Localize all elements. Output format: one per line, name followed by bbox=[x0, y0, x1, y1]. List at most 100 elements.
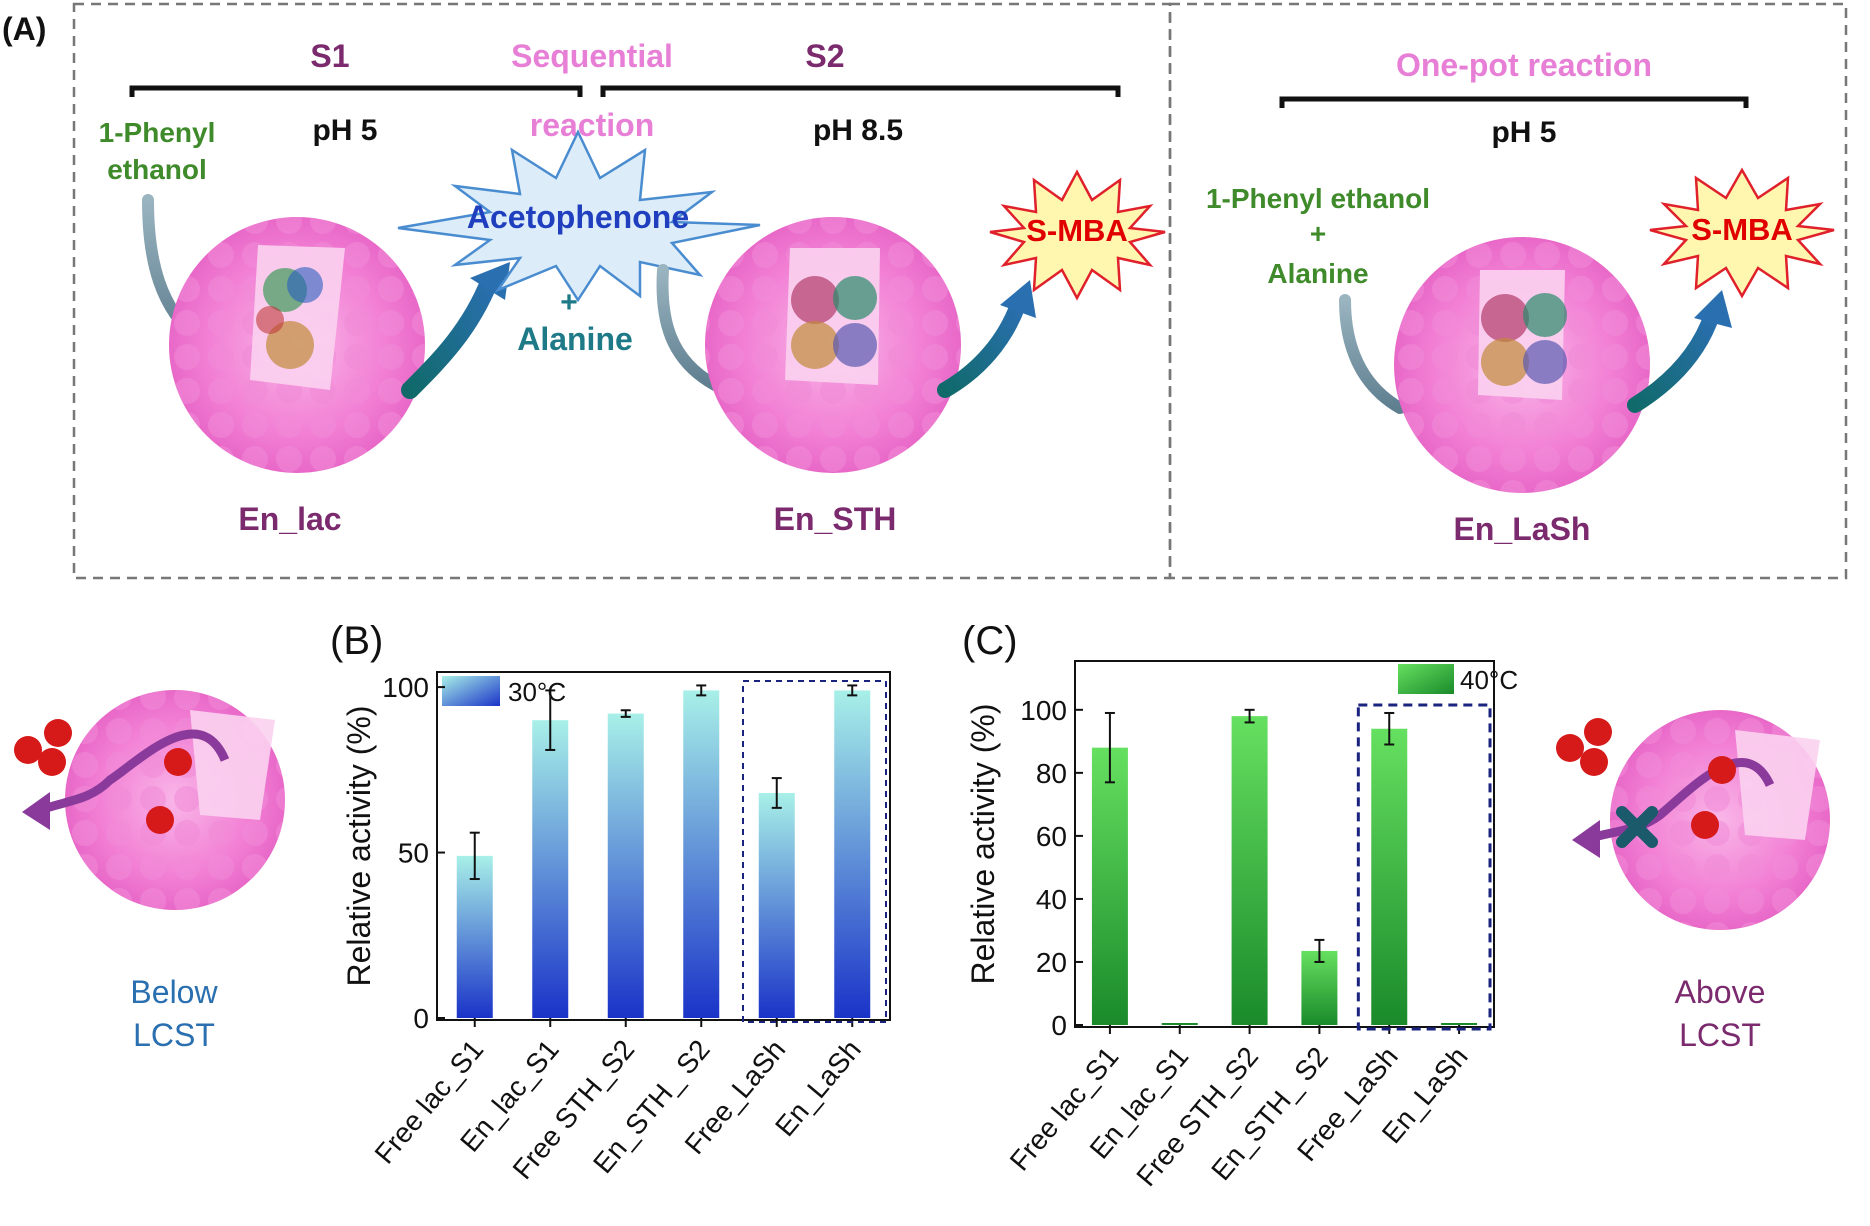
error-bar bbox=[1104, 711, 1115, 784]
y-tick-label: 80 bbox=[1036, 758, 1067, 789]
bar-en-lac-s1 bbox=[532, 720, 569, 1018]
panel-a-right-box bbox=[1168, 2, 1848, 580]
onepot-label: One-pot reaction bbox=[1396, 47, 1652, 83]
error-bar bbox=[1384, 711, 1395, 746]
y-tick-label: 0 bbox=[1051, 1010, 1067, 1041]
onepot-substrate-label: 1-Phenyl ethanol bbox=[1206, 183, 1430, 214]
product-arrowhead-3 bbox=[1694, 290, 1732, 328]
molecule-dot bbox=[14, 736, 42, 764]
error-bar bbox=[545, 689, 556, 751]
chart-c-ylabel: Relative activity (%) bbox=[965, 704, 1001, 985]
bar-en-sth-s2 bbox=[1301, 950, 1338, 1025]
sequential-label: Sequential bbox=[511, 38, 673, 74]
bar-en-lash bbox=[834, 690, 871, 1018]
phenyl-ethanol-line2: ethanol bbox=[107, 154, 207, 185]
smba-burst-2 bbox=[1649, 167, 1835, 299]
nanoparticle-en-sth bbox=[705, 217, 961, 473]
molecule-dot bbox=[1691, 811, 1719, 839]
blocked-arrow bbox=[1588, 758, 1775, 843]
error-bar bbox=[771, 777, 782, 809]
nanoparticle-en-lash bbox=[1394, 237, 1650, 493]
plus-label: + bbox=[560, 286, 578, 319]
chart-c-highlight-box bbox=[1356, 703, 1492, 1031]
chart-b-ylabel: Relative activity (%) bbox=[341, 706, 377, 987]
above-lcst-line2: LCST bbox=[1679, 1017, 1761, 1053]
smba-burst-1 bbox=[989, 169, 1166, 301]
y-tick-label: 100 bbox=[382, 672, 429, 703]
above-lcst-line1: Above bbox=[1675, 974, 1766, 1010]
en-lash-label: En_LaSh bbox=[1454, 511, 1591, 547]
bar-free-sth-s2 bbox=[1231, 716, 1268, 1025]
diffusion-arrow-out bbox=[38, 729, 230, 815]
en-lac-label: En_lac bbox=[238, 501, 341, 537]
ph-s2-label: pH 8.5 bbox=[813, 114, 903, 147]
ph-s1-label: pH 5 bbox=[312, 114, 377, 147]
y-tick-label: 100 bbox=[1020, 695, 1067, 726]
above-lcst-particle bbox=[1556, 710, 1830, 930]
onepot-alanine-label: Alanine bbox=[1267, 258, 1368, 289]
molecule-dot bbox=[164, 748, 192, 776]
acetophenone-label: Acetophenone bbox=[467, 199, 689, 235]
chart-b-legend-label: 30°C bbox=[508, 677, 566, 707]
s2-bracket bbox=[600, 85, 1121, 97]
error-bar bbox=[620, 709, 631, 718]
reaction-label: reaction bbox=[530, 107, 654, 143]
onepot-plus-label: + bbox=[1310, 218, 1326, 249]
substrate-tail-3 bbox=[1339, 294, 1406, 414]
chart-b-highlight-box bbox=[742, 680, 887, 1023]
cross-icon bbox=[1616, 806, 1658, 848]
chart-c-legend-swatch bbox=[1398, 664, 1454, 694]
product-arrow-1 bbox=[401, 271, 499, 399]
bar-free-lac-s1 bbox=[1091, 747, 1128, 1025]
molecule-dot bbox=[38, 748, 66, 776]
molecule-dot bbox=[1708, 756, 1736, 784]
smba-label-1: S-MBA bbox=[1026, 213, 1128, 248]
molecule-dot bbox=[1580, 748, 1608, 776]
enzyme-structure-icon bbox=[1481, 293, 1567, 386]
phenyl-ethanol-line1: 1-Phenyl bbox=[99, 117, 216, 148]
enzyme-structure-icon bbox=[256, 267, 323, 369]
acetophenone-burst bbox=[397, 129, 761, 303]
chart-b-frame bbox=[436, 671, 891, 1021]
s1-label: S1 bbox=[310, 38, 349, 74]
chart-c-letter: (C) bbox=[962, 619, 1018, 663]
bar-free-lac-s1 bbox=[456, 855, 493, 1018]
chart-c-legend-label: 40°C bbox=[1460, 665, 1518, 695]
s1-bracket bbox=[129, 85, 583, 97]
onepot-bracket bbox=[1279, 96, 1749, 108]
y-tick-label: 0 bbox=[413, 1003, 429, 1034]
y-tick-label: 20 bbox=[1036, 947, 1067, 978]
chart-c: (C) 40°C Relative activity (%) 0 20 40 60 80… bbox=[962, 619, 1518, 1192]
chart-b-legend-swatch bbox=[442, 676, 500, 706]
bar-free-lash bbox=[758, 792, 795, 1018]
alanine-label: Alanine bbox=[517, 321, 633, 357]
y-tick-label: 50 bbox=[398, 838, 429, 869]
chart-c-frame bbox=[1074, 660, 1495, 1028]
smba-label-2: S-MBA bbox=[1691, 212, 1793, 247]
panel-a-letter: (A) bbox=[2, 11, 46, 47]
error-bar bbox=[847, 684, 858, 697]
chart-b-letter: (B) bbox=[330, 619, 383, 663]
product-arrow-2 bbox=[937, 297, 1026, 398]
product-arrowhead-2 bbox=[1000, 280, 1036, 318]
error-bar bbox=[1244, 708, 1255, 724]
chart-c-legend: 40°C bbox=[1398, 664, 1518, 695]
below-lcst-line2: LCST bbox=[133, 1017, 215, 1053]
molecule-dot bbox=[1556, 734, 1584, 762]
y-tick-label: 60 bbox=[1036, 821, 1067, 852]
en-sth-label: En_STH bbox=[774, 501, 897, 537]
substrate-tail-2 bbox=[656, 264, 721, 391]
molecule-dot bbox=[44, 719, 72, 747]
nanoparticle-en-lac bbox=[169, 217, 425, 473]
error-bar bbox=[1314, 938, 1325, 963]
error-bar bbox=[696, 684, 707, 697]
bar-free-sth-s2 bbox=[607, 713, 644, 1018]
bar-en-sth-s2 bbox=[683, 690, 720, 1018]
y-tick-label: 40 bbox=[1036, 884, 1067, 915]
enzyme-structure-icon bbox=[791, 276, 877, 369]
below-lcst-particle bbox=[14, 690, 285, 910]
ph-onepot-label: pH 5 bbox=[1491, 116, 1556, 149]
chart-b-legend: 30°C bbox=[442, 676, 566, 707]
